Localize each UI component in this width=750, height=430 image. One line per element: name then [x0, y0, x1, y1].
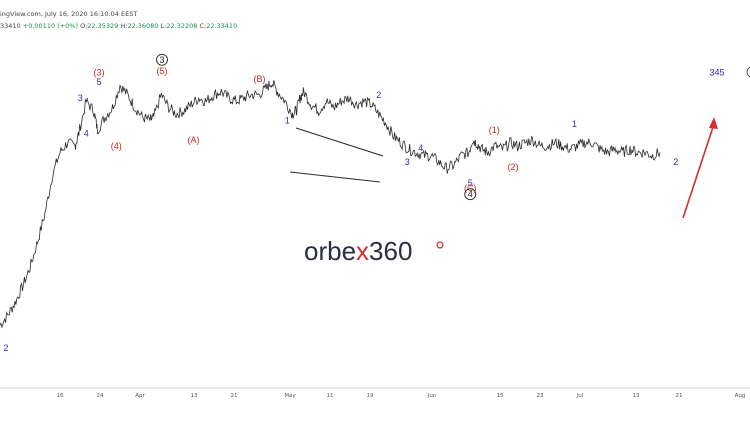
x-tick-label-2: Apr [135, 393, 145, 399]
x-tick-label-7: 19 [367, 393, 374, 399]
x-tick-label-10: 23 [537, 393, 544, 399]
x-tick-label-0: 16 [57, 393, 64, 399]
x-tick-label-5: May [284, 393, 296, 399]
edge-circle-icon [746, 66, 750, 78]
chart-header-title: ingView.com, July 16, 2020 16:10:04 EEST [0, 10, 137, 18]
low-value: 22.32208 [166, 22, 198, 30]
projection-arrow [682, 117, 718, 219]
price-series-line [0, 80, 661, 329]
open-value: 22.35329 [87, 22, 119, 30]
arrow-head [709, 117, 718, 129]
x-tick-label-9: 15 [497, 393, 504, 399]
plot-area [0, 80, 661, 329]
wave-label-12: 3 [405, 157, 410, 167]
x-tick-label-14: Aug [735, 393, 746, 399]
price-change: +0.00110 (+0%) [22, 22, 78, 30]
edge-marks [746, 66, 750, 78]
wave-label-17: (1) [489, 125, 500, 135]
x-tick-label-3: 13 [191, 393, 198, 399]
wave-label-0: 2 [3, 343, 8, 353]
logo-text: orbex360 [304, 236, 412, 266]
close-value: 22.33410 [206, 22, 238, 30]
wave-label-18: (2) [508, 162, 519, 172]
wave-label-5: (4) [111, 141, 122, 151]
wave-label-6: (5) [157, 66, 168, 76]
wave-label-4: (3) [94, 68, 105, 78]
high-key: H: [120, 22, 128, 30]
wave-label-3: 5 [96, 77, 101, 87]
wave-label-21: 345 [709, 68, 724, 78]
logo-dot-icon [436, 241, 444, 249]
x-tick-label-6: 11 [327, 393, 334, 399]
x-tick-label-4: 21 [231, 393, 238, 399]
chart-title-text: ingView.com, July 16, 2020 16:10:04 EEST [0, 10, 138, 18]
wave-label-circle-7 [156, 53, 168, 66]
x-tick-label-12: 13 [633, 393, 640, 399]
wave-label-9: (B) [254, 74, 266, 84]
open-key: O: [80, 22, 88, 30]
wave-label-circle-16 [464, 188, 477, 201]
wave-label-7: 3 [159, 55, 164, 65]
x-axis: 16 24 Apr 13 21 May 11 19 Jun 15 23 Jul 13 21 Aug [0, 387, 750, 399]
triangle-upper-line [295, 127, 384, 157]
wave-label-11: 2 [376, 90, 381, 100]
x-tick-label-13: 21 [676, 393, 683, 399]
low-key: L: [160, 22, 167, 30]
wave-label-15: (C) [464, 183, 477, 193]
x-tick-label-11: Jul [576, 393, 584, 399]
wave-label-8: (A) [188, 135, 200, 145]
wave-label-1: 3 [78, 93, 83, 103]
x-tick-label-8: Jun [427, 393, 437, 399]
wave-label-2: 4 [84, 128, 89, 138]
wave-label-16: 4 [468, 189, 473, 199]
wave-label-13: 4 [418, 143, 423, 153]
contracting-triangle [289, 127, 384, 183]
wave-label-19: 1 [572, 119, 577, 129]
arrow-shaft [682, 123, 715, 219]
chart-header-ohlc: 33410 +0.00110 (+0%) O:22.35329 H:22.360… [0, 22, 237, 30]
triangle-lower-line [289, 171, 381, 183]
last-price: 33410 [0, 22, 21, 30]
x-tick-label-1: 24 [97, 393, 104, 399]
orbex360-logo: orbex360 [304, 236, 444, 266]
close-key: C: [199, 22, 207, 30]
wave-label-14: 5 [468, 178, 473, 188]
high-value: 22.36080 [127, 22, 159, 30]
wave-label-20: 2 [673, 157, 678, 167]
wave-label-10: 1 [285, 116, 290, 126]
